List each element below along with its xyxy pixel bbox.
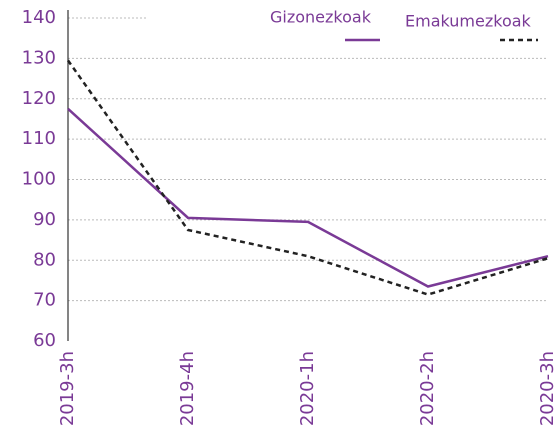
- legend-background: [212, 4, 558, 52]
- x-tick-label: 2019-3h: [57, 351, 78, 426]
- legend-label: Gizonezkoak: [270, 8, 372, 27]
- series-line: [67, 107, 549, 288]
- y-tick-label: 110: [22, 128, 56, 149]
- y-tick-label: 60: [33, 330, 56, 351]
- legend-label: Emakumezkoak: [405, 12, 532, 31]
- x-tick-label: 2019-4h: [177, 351, 198, 426]
- x-tick-label: 2020-2h: [417, 351, 438, 426]
- x-tick-label: 2020-3h: [537, 351, 558, 426]
- y-tick-label: 140: [22, 7, 56, 28]
- legend-background: [146, 4, 216, 28]
- y-tick-label: 80: [33, 249, 56, 270]
- y-tick-label: 90: [33, 209, 56, 230]
- y-tick-label: 100: [22, 169, 56, 190]
- y-tick-label: 70: [33, 290, 56, 311]
- y-tick-label: 130: [22, 47, 56, 68]
- y-tick-label: 120: [22, 88, 56, 109]
- series-line: [66, 59, 549, 296]
- x-tick-label: 2020-1h: [297, 351, 318, 426]
